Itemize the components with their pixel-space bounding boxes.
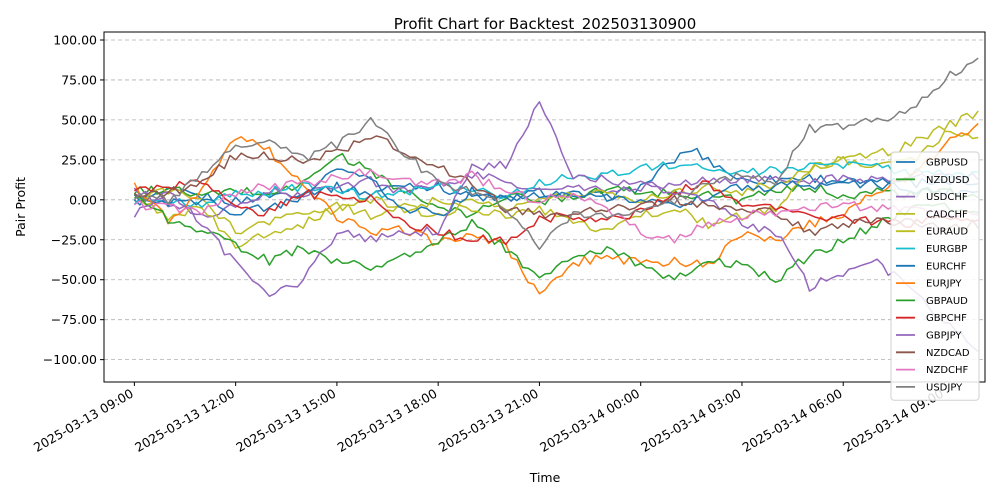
legend-label: USDCHF — [926, 192, 968, 203]
plot-frame — [103, 31, 986, 383]
y-tick-label: 100.00 — [53, 32, 97, 47]
legend-label: GBPCHF — [926, 313, 967, 324]
legend-label: EURCHF — [926, 261, 967, 272]
legend-label: GBPUSD — [926, 158, 968, 169]
legend-label: EURGBP — [926, 244, 967, 255]
y-axis-title: Pair Profit — [13, 177, 28, 237]
chart-title: Profit Chart for Backtest_202503130900 — [394, 15, 697, 34]
y-tick-label: 0.00 — [69, 192, 97, 207]
series-line-eurchf — [133, 168, 979, 217]
series-lines — [133, 57, 979, 353]
y-axis: −100.00 −75.00 −50.00 −25.00 0.00 25.00 50.00 7… — [43, 32, 104, 367]
series-line-eurjpy — [133, 122, 979, 295]
x-axis-title: Time — [529, 470, 561, 485]
y-tick-label: 75.00 — [61, 72, 97, 87]
legend-label: EURJPY — [926, 279, 962, 290]
series-line-cadchf — [133, 130, 979, 249]
legend-label: USDJPY — [926, 382, 963, 393]
legend: GBPUSD NZDUSD USDCHF CADCHF EURAUD EURGBP EURC… — [890, 151, 980, 401]
legend-label: GBPAUD — [926, 296, 968, 307]
series-line-eurgbp — [133, 161, 979, 208]
series-line-nzdchf — [133, 168, 979, 244]
y-tick-label: −50.00 — [51, 272, 97, 287]
legend-box — [890, 151, 980, 401]
y-tick-label: −75.00 — [51, 312, 97, 327]
series-line-usdjpy — [133, 57, 979, 251]
legend-label: EURAUD — [926, 227, 968, 238]
y-tick-label: 50.00 — [61, 112, 97, 127]
legend-label: NZDCHF — [926, 365, 969, 376]
y-tick-label: 25.00 — [61, 152, 97, 167]
y-tick-label: −100.00 — [43, 352, 97, 367]
legend-label: CADCHF — [926, 209, 968, 220]
series-line-euraud — [134, 110, 979, 235]
series-line-usdchf — [133, 171, 979, 218]
series-line-nzdcad — [134, 135, 979, 236]
y-tick-label: −25.00 — [51, 232, 97, 247]
series-line-gbpaud — [134, 195, 979, 283]
series-line-gbpjpy — [133, 101, 979, 353]
legend-label: NZDCAD — [926, 348, 970, 359]
legend-label: NZDUSD — [926, 175, 970, 186]
legend-label: GBPJPY — [926, 331, 962, 342]
